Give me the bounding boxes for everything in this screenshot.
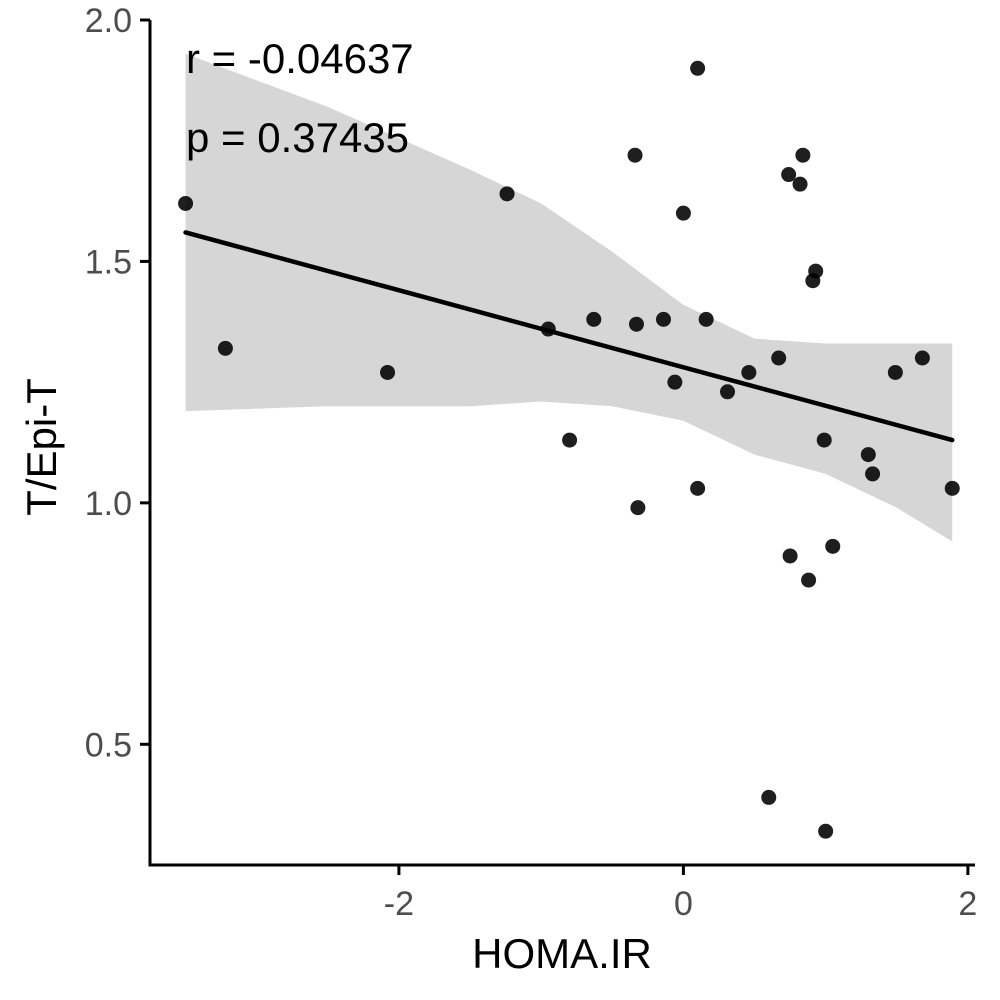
x-tick-label: -2 [384, 885, 414, 923]
data-point [801, 572, 817, 588]
data-point [217, 340, 233, 356]
data-point [720, 384, 735, 400]
data-point [792, 176, 808, 192]
data-point [818, 823, 834, 839]
y-tick-label: 1.5 [85, 243, 132, 281]
fit-line-layer [183, 230, 955, 443]
data-point [761, 789, 777, 805]
data-point [795, 147, 811, 163]
x-tick-label: 2 [958, 885, 977, 923]
x-axis-title: HOMA.IR [472, 930, 652, 977]
data-point [816, 432, 832, 448]
data-point [628, 316, 644, 332]
text-layer: r = -0.04637 p = 0.37435 HOMA.IR T/Epi-T [18, 35, 652, 977]
data-point [690, 60, 706, 76]
data-point [562, 432, 578, 448]
data-point [627, 147, 643, 163]
data-point [675, 205, 691, 221]
y-axis-title: T/Epi-T [18, 378, 65, 516]
data-point [865, 466, 881, 482]
data-point [178, 195, 194, 211]
data-point [667, 374, 683, 390]
data-point [825, 538, 841, 554]
data-point [944, 480, 960, 496]
y-tick-label: 0.5 [85, 726, 132, 764]
data-point [655, 311, 671, 327]
data-point [380, 364, 396, 380]
y-tick-label: 2.0 [85, 2, 132, 40]
y-tick-label: 1.0 [85, 485, 132, 523]
data-points-layer [178, 60, 960, 839]
correlation-p-annotation: p = 0.37435 [186, 114, 409, 161]
data-point [499, 186, 515, 202]
axes-layer: -2 0 2 0.5 1.0 1.5 2.0 [85, 2, 978, 923]
data-point [887, 364, 903, 380]
data-point [630, 500, 646, 516]
x-tick-label: 0 [674, 885, 693, 923]
data-point [782, 548, 798, 564]
correlation-r-annotation: r = -0.04637 [186, 35, 414, 82]
data-point [781, 167, 797, 183]
data-point [741, 364, 757, 380]
data-point [860, 447, 876, 463]
data-point [771, 350, 787, 366]
regression-line [183, 230, 955, 443]
data-point [808, 263, 824, 279]
data-point [690, 480, 706, 496]
data-point [914, 350, 930, 366]
confidence-band-layer [185, 53, 953, 542]
confidence-band [185, 53, 953, 542]
data-point [698, 311, 714, 327]
data-point [586, 311, 602, 327]
